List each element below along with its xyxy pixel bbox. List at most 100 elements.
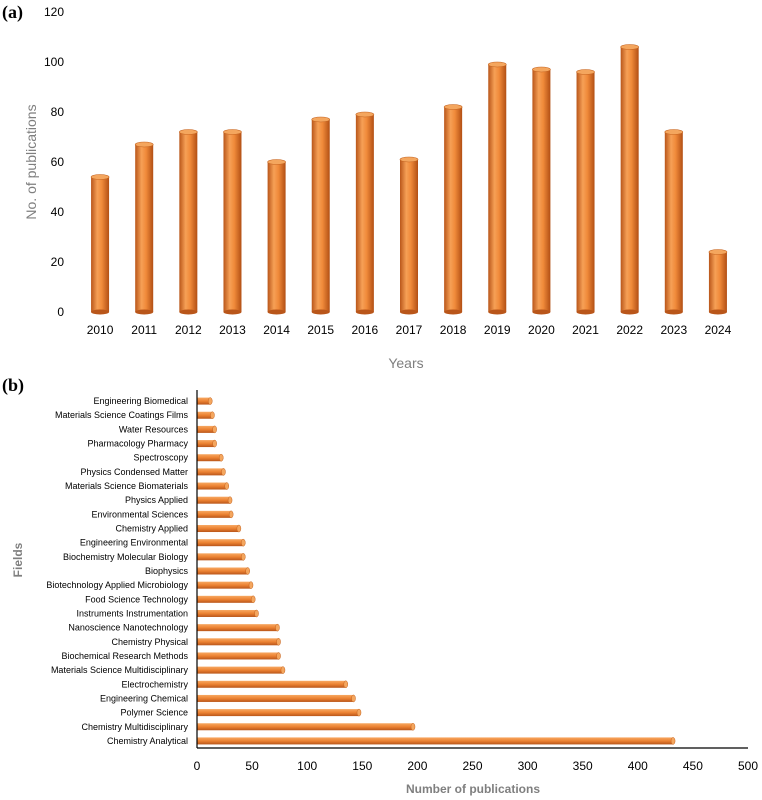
- x-tick-label-a: 2023: [660, 323, 687, 337]
- y-tick-label-a: 120: [44, 5, 64, 19]
- category-label-b: Nanoscience Nanotechnology: [68, 623, 188, 633]
- category-label-b: Pharmacology Pharmacy: [87, 439, 188, 449]
- bar-a-2019: [487, 61, 507, 315]
- x-tick-label-b: 500: [738, 759, 758, 773]
- bar-b-environmental-sciences: [197, 510, 234, 519]
- bar-b-chemistry-applied: [197, 524, 242, 533]
- x-tick-label-b: 200: [407, 759, 427, 773]
- x-ticks-b: 0 50 100 150 200 250 300 350 400 450 500: [194, 759, 759, 773]
- bar-a-2010: [90, 174, 110, 315]
- x-tick-label-b: 50: [245, 759, 259, 773]
- bar-a-2013: [223, 129, 242, 315]
- x-tick-label-a: 2024: [705, 323, 732, 337]
- x-tick-label-a: 2017: [396, 323, 423, 337]
- bar-b-electrochemistry: [197, 680, 349, 689]
- bar-b-engineering-chemical: [197, 694, 356, 703]
- x-tick-label-b: 450: [683, 759, 703, 773]
- bar-a-2021: [576, 69, 595, 315]
- bar-a-2024: [708, 249, 728, 315]
- x-tick-label-b: 350: [573, 759, 593, 773]
- bar-a-2022: [620, 44, 639, 315]
- category-label-b: Engineering Biomedical: [93, 396, 188, 406]
- category-label-b: Biochemical Research Methods: [61, 651, 188, 661]
- x-tick-label-a: 2018: [440, 323, 467, 337]
- x-tick-label-a: 2014: [263, 323, 290, 337]
- panel-label-b: (b): [2, 375, 24, 396]
- x-tick-label-b: 100: [297, 759, 317, 773]
- x-tick-label-b: 0: [194, 759, 201, 773]
- bar-a-2018: [443, 104, 463, 315]
- y-axis-title-b: Fields: [11, 542, 25, 577]
- x-tick-label-b: 400: [628, 759, 648, 773]
- x-axis-title-a: Years: [388, 355, 423, 371]
- bar-b-biochemistry-molecular-biology: [197, 553, 246, 561]
- category-label-b: Engineering Chemical: [100, 693, 188, 703]
- x-tick-label-a: 2022: [616, 323, 643, 337]
- chart-b: (b) Fields Number of publications Engine…: [2, 375, 758, 796]
- bar-b-instruments-instrumentation: [197, 609, 259, 618]
- y-tick-label-a: 20: [51, 255, 65, 269]
- bar-a-2014: [267, 159, 286, 315]
- bars-a: [90, 44, 728, 315]
- category-label-b: Materials Science Multidisciplinary: [51, 665, 189, 675]
- x-axis-title-b: Number of publications: [406, 782, 540, 796]
- x-tick-label-a: 2020: [528, 323, 555, 337]
- bar-b-polymer-science: [197, 708, 362, 717]
- bar-b-pharmacology-pharmacy: [197, 439, 217, 448]
- category-label-b: Environmental Sciences: [91, 509, 188, 519]
- chart-a: (a) No. of publications Years 0 20 40 60 80 1…: [2, 2, 732, 371]
- x-tick-label-a: 2010: [87, 323, 114, 337]
- bar-b-physics-condensed-matter: [197, 468, 226, 476]
- category-label-b: Biochemistry Molecular Biology: [63, 552, 189, 562]
- category-label-b: Physics Applied: [125, 495, 188, 505]
- bar-b-materials-science-biomaterials: [197, 482, 230, 490]
- bar-b-materials-science-coatings-films: [197, 411, 215, 419]
- category-label-b: Chemistry Physical: [111, 637, 188, 647]
- panel-label-a: (a): [2, 2, 23, 23]
- x-tick-label-a: 2016: [352, 323, 379, 337]
- category-label-b: Spectroscopy: [133, 453, 188, 463]
- bar-b-chemistry-analytical: [197, 737, 676, 745]
- bar-b-materials-science-multidisciplinary: [197, 666, 286, 674]
- y-tick-label-a: 60: [51, 155, 65, 169]
- x-tick-label-a: 2011: [131, 323, 157, 337]
- x-tick-label-a: 2021: [572, 323, 599, 337]
- bars-b: [197, 397, 676, 745]
- bar-b-biochemical-research-methods: [197, 652, 281, 660]
- x-tick-label-a: 2019: [484, 323, 511, 337]
- bar-b-biotechnology-applied-microbiology: [197, 581, 254, 589]
- category-label-b: Engineering Environmental: [80, 538, 188, 548]
- bar-a-2017: [399, 156, 419, 315]
- bar-b-water-resources: [197, 425, 217, 434]
- category-label-b: Chemistry Analytical: [107, 736, 188, 746]
- bar-b-food-science-technology: [197, 595, 256, 604]
- bar-a-2015: [311, 116, 331, 315]
- x-tick-label-b: 250: [462, 759, 482, 773]
- y-ticks-a: 0 20 40 60 80 100 120: [44, 5, 64, 319]
- category-label-b: Polymer Science: [120, 708, 188, 718]
- y-tick-label-a: 100: [44, 55, 64, 69]
- bar-b-chemistry-physical: [197, 638, 281, 646]
- category-label-b: Biotechnology Applied Microbiology: [46, 580, 188, 590]
- y-tick-label-a: 40: [51, 205, 65, 219]
- x-tick-label-b: 300: [518, 759, 538, 773]
- bar-b-nanoscience-nanotechnology: [197, 623, 280, 632]
- category-label-b: Instruments Instrumentation: [76, 608, 188, 618]
- bar-a-2011: [134, 141, 154, 315]
- x-tick-label-a: 2012: [175, 323, 202, 337]
- category-label-b: Chemistry Multidisciplinary: [81, 722, 188, 732]
- bar-a-2012: [179, 129, 198, 315]
- bar-b-engineering-environmental: [197, 538, 246, 547]
- x-tick-label-a: 2015: [307, 323, 334, 337]
- bar-a-2023: [664, 129, 684, 315]
- bar-a-2016: [355, 111, 375, 315]
- y-axis-title-a: No. of publications: [23, 104, 39, 219]
- x-ticks-a: 2010 2011 2012 2013 2014 2015 2016 2017 2018 2019…: [87, 323, 732, 337]
- bar-b-chemistry-multidisciplinary: [197, 723, 416, 731]
- category-labels-b: Engineering Biomedical Materials Science …: [46, 396, 188, 746]
- category-label-b: Materials Science Biomaterials: [65, 481, 189, 491]
- bar-b-biophysics: [197, 567, 250, 575]
- x-tick-label-a: 2013: [219, 323, 246, 337]
- category-label-b: Physics Condensed Matter: [80, 467, 188, 477]
- bar-b-spectroscopy: [197, 453, 224, 462]
